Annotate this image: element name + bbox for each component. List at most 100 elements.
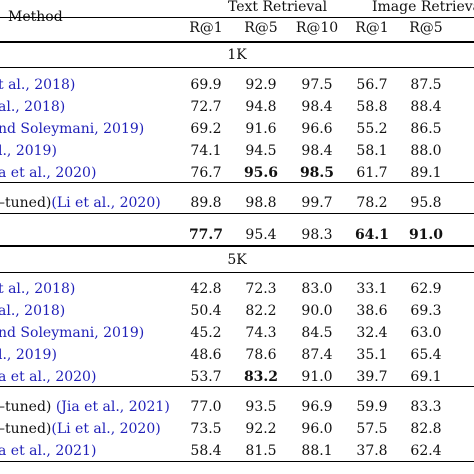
table-cell: 42.8 — [190, 281, 222, 297]
table-cell: 86.5 — [410, 121, 442, 137]
table-cell: 87.4 — [301, 347, 333, 363]
citation-link: (Jia et al., 2021) — [51, 399, 170, 415]
table-cell: 77.7 — [188, 227, 224, 243]
method-name: al., 2018) — [0, 99, 66, 115]
table-cell: 65.4 — [410, 347, 442, 363]
table-cell: 93.5 — [245, 399, 277, 415]
header-rule — [0, 41, 474, 43]
table-cell: 69.2 — [190, 121, 222, 137]
column-header: R@5 — [244, 20, 278, 36]
table-cell: 58.1 — [356, 143, 388, 159]
column-header: R@10 — [295, 20, 339, 36]
table-cell: 7 — [454, 442, 474, 460]
method-name: l., 2019) — [0, 347, 57, 363]
method-name: t al., 2018) — [0, 77, 76, 93]
table-cell: 58.4 — [190, 443, 222, 459]
column-header: R@1 — [355, 20, 389, 36]
table-cell: 62.4 — [410, 443, 442, 459]
table-cell: 9 — [454, 142, 474, 160]
table-cell: 98.3 — [301, 227, 333, 243]
table-cell: 69.3 — [410, 303, 442, 319]
table-cell: 74.1 — [190, 143, 222, 159]
table-cell: 99.7 — [301, 195, 333, 211]
method-name: al., 2018) — [0, 303, 66, 319]
section-label-1k: 1K — [227, 47, 247, 63]
method-name: a et al., 2020) — [0, 369, 97, 385]
table-cell: 7 — [454, 346, 474, 364]
table-cell: 39.7 — [356, 369, 388, 385]
table-cell: 94.5 — [245, 143, 277, 159]
table-cell: 32.4 — [356, 325, 388, 341]
table-cell: 38.6 — [356, 303, 388, 319]
table-cell: 82.8 — [410, 421, 442, 437]
column-header: R@5 — [409, 20, 443, 36]
section-rule — [0, 67, 474, 68]
block-rule — [0, 182, 474, 183]
method-name: a et al., 2021) — [0, 442, 96, 460]
table-cell: 88.1 — [301, 443, 333, 459]
method-name: nd Soleymani, 2019) — [0, 325, 145, 341]
table-cell: 83.3 — [410, 399, 442, 415]
table-cell: 96.9 — [301, 399, 333, 415]
method-label: –tuned) — [0, 195, 52, 211]
table-cell: 50.4 — [190, 303, 222, 319]
table-cell: 77.0 — [190, 399, 222, 415]
block-rule — [0, 461, 474, 462]
table-cell: 91.0 — [301, 369, 333, 385]
table-cell: 96.0 — [301, 421, 333, 437]
table-cell: 61.7 — [356, 165, 388, 181]
table-cell: 84.5 — [301, 325, 333, 341]
table-cell: 59.9 — [356, 399, 388, 415]
table-cell: 9 — [454, 164, 474, 182]
table-cell: 94.8 — [245, 99, 277, 115]
table-cell: 62.9 — [410, 281, 442, 297]
table-cell: 89.1 — [410, 165, 442, 181]
table-cell: 95.4 — [245, 227, 277, 243]
table-cell: 95.8 — [410, 195, 442, 211]
table-cell: 74.3 — [245, 325, 277, 341]
block-rule — [0, 213, 474, 214]
table-cell: 8 — [454, 398, 474, 416]
method-label: –tuned) — [0, 399, 52, 415]
table-cell: 55.2 — [356, 121, 388, 137]
table-cell: 9 — [454, 226, 474, 244]
text-retrieval-header: Text Retrieval — [228, 0, 328, 15]
table-cell: 98.4 — [301, 143, 333, 159]
table-cell: 8 — [454, 368, 474, 386]
table-cell: 53.7 — [190, 369, 222, 385]
section-rule — [0, 272, 474, 273]
table-cell: 9 — [454, 194, 474, 212]
table-cell: 35.1 — [356, 347, 388, 363]
table-cell: 57.5 — [356, 421, 388, 437]
table-cell: 63.0 — [410, 325, 442, 341]
citation-link: (Li et al., 2020) — [51, 195, 161, 211]
table-cell: 7 — [454, 324, 474, 342]
section-end-rule — [0, 245, 474, 247]
table-cell: 45.2 — [190, 325, 222, 341]
method-name: a et al., 2020) — [0, 165, 97, 181]
table-cell: 56.7 — [356, 77, 388, 93]
table-cell: 37.8 — [356, 443, 388, 459]
table-cell: 98.8 — [245, 195, 277, 211]
table-cell: 88.4 — [410, 99, 442, 115]
table-cell: 92.9 — [245, 77, 277, 93]
table-cell: 82.2 — [245, 303, 277, 319]
table-cell: 78.2 — [356, 195, 388, 211]
image-retrieval-header: Image Retrieva — [372, 0, 474, 15]
table-cell: 9 — [454, 76, 474, 94]
table-cell: 72.3 — [245, 281, 277, 297]
table-cell: 87.5 — [410, 77, 442, 93]
table-cell: 7 — [454, 280, 474, 298]
table-cell: 88.0 — [410, 143, 442, 159]
table-cell: 89.8 — [190, 195, 222, 211]
table-cell: 90.0 — [301, 303, 333, 319]
table-cell: 73.5 — [190, 421, 222, 437]
section-label-5k: 5K — [227, 252, 247, 268]
table-cell: 72.7 — [190, 99, 222, 115]
table-cell: 92.2 — [245, 421, 277, 437]
table-cell: 96.6 — [301, 121, 333, 137]
method-name: –tuned)(Li et al., 2020) — [0, 194, 161, 212]
method-name: t al., 2018) — [0, 281, 76, 297]
table-cell: 98.4 — [301, 99, 333, 115]
table-cell: 76.7 — [190, 165, 222, 181]
